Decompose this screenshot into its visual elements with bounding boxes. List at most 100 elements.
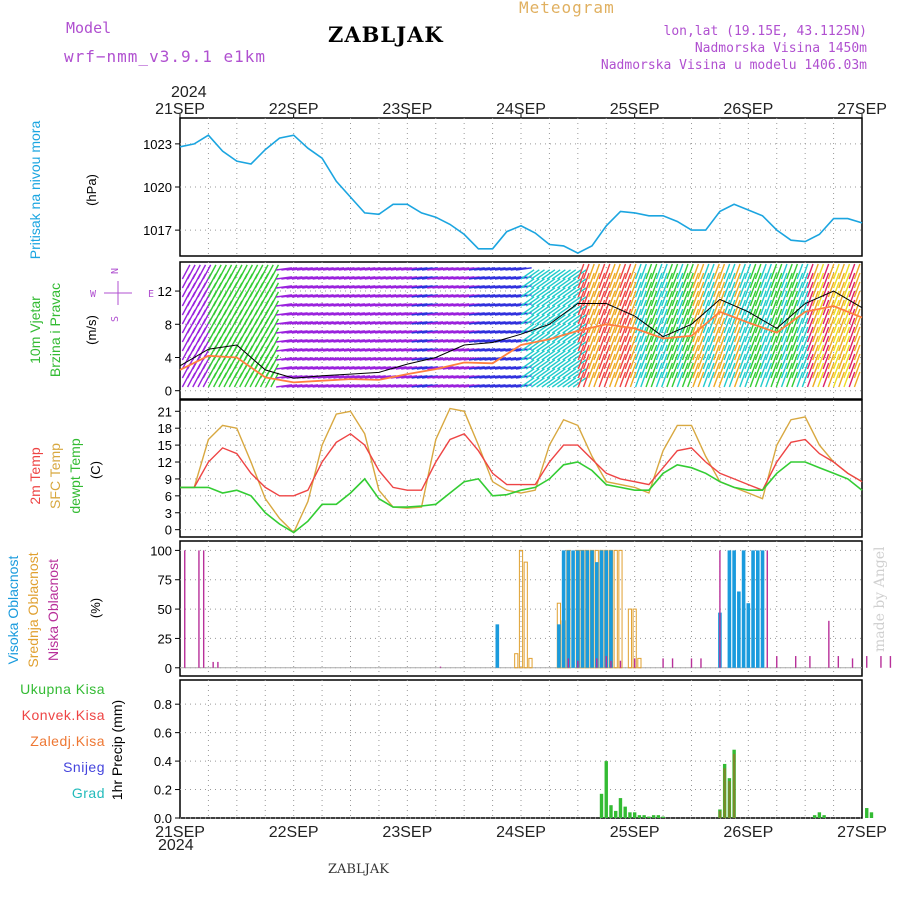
wind-barb [338, 330, 355, 334]
wind-barb [380, 294, 397, 298]
wind-barb [380, 348, 397, 352]
wind-barb [702, 362, 710, 379]
wind-barb [796, 344, 804, 361]
wind-barb [661, 353, 668, 370]
wind-barb [401, 348, 418, 352]
wind-barb [380, 339, 397, 343]
wind-barb [692, 353, 700, 370]
wind-barb [380, 357, 397, 361]
wind-barb [359, 276, 376, 280]
wind-barb [453, 357, 470, 361]
wind-barb [832, 362, 840, 379]
wind-barb [270, 264, 280, 280]
wind-barb [687, 344, 694, 361]
temp2m-line [180, 432, 863, 497]
wind-barb [406, 285, 423, 289]
wind-barb [354, 321, 371, 325]
wind-barb [432, 375, 449, 379]
wind-barb [848, 263, 856, 280]
wind-barb [322, 303, 339, 307]
wind-barb [681, 263, 689, 280]
wind-barb [832, 371, 840, 388]
wind-barb [281, 339, 298, 343]
wind-barb [322, 267, 339, 271]
wind-barb [395, 348, 412, 352]
y-tick-label: 8 [165, 317, 172, 332]
wind-barb [520, 305, 535, 316]
wind-barb [661, 272, 668, 289]
wind-barb [354, 303, 371, 307]
wind-barb [806, 308, 814, 325]
wind-barb [302, 312, 319, 316]
y-tick-label: 9 [165, 472, 172, 487]
wind-barb [525, 287, 540, 298]
wind-barb [848, 272, 856, 289]
wind-barb [770, 353, 778, 370]
wind-barb [666, 308, 674, 325]
wind-barb [780, 272, 788, 289]
wind-barb [577, 308, 585, 325]
wind-barb [468, 294, 485, 298]
wind-barb [681, 353, 689, 370]
precip-total-bar [623, 806, 627, 818]
wind-barb [359, 321, 376, 325]
wind-barb [541, 368, 556, 379]
wind-barb [562, 341, 577, 352]
wind-barb [749, 290, 757, 307]
wind-barb [432, 357, 449, 361]
low-cloud-bar [828, 620, 830, 668]
wind-barb [817, 353, 825, 370]
wind-barb [416, 357, 433, 361]
wind-barb [728, 299, 736, 316]
wind-barb [577, 344, 585, 361]
wind-barb [551, 350, 566, 361]
wind-barb [733, 290, 741, 307]
wind-barb [848, 308, 856, 325]
wind-barb [333, 294, 350, 298]
wind-barb [723, 299, 731, 316]
wind-barb [728, 281, 736, 298]
wind-barb [577, 362, 585, 379]
wind-barb [562, 368, 577, 379]
wind-barb [296, 312, 313, 316]
wind-barb [474, 321, 491, 325]
station-name: ZABLJAK [328, 22, 444, 47]
wind-barb [551, 314, 566, 325]
wind-barb [364, 276, 381, 280]
wind-barb [806, 344, 814, 361]
wind-barb [328, 276, 345, 280]
wind-barb [281, 384, 298, 388]
wind-barb [754, 326, 762, 343]
wind-barb [390, 348, 407, 352]
wind-barb [759, 371, 767, 388]
wind-barb [317, 384, 334, 388]
wind-barb [713, 299, 720, 316]
panel-precip: 0.00.20.40.60.8 [154, 679, 874, 826]
wind-barb [848, 290, 856, 307]
wind-barb [525, 359, 540, 370]
wind-barb [312, 375, 329, 379]
wind-barb [671, 362, 679, 379]
wind-barb [853, 326, 861, 343]
wind-barb [463, 330, 480, 334]
wind-barb [484, 357, 501, 361]
temp-unit-label: (C) [88, 461, 103, 479]
wind-barb [655, 317, 663, 334]
wind-barb [296, 294, 313, 298]
wind-barb [567, 278, 582, 289]
y-tick-label: 4 [165, 350, 172, 365]
wind-barb [458, 321, 475, 325]
wind-barb [385, 312, 402, 316]
wind-barb [401, 321, 418, 325]
wind-barb [390, 339, 407, 343]
wind-barb [645, 353, 653, 370]
wind-barb [713, 362, 720, 379]
wind-barb [666, 344, 674, 361]
wind-barb [723, 344, 731, 361]
wind-barb [489, 267, 506, 271]
wind-barb [775, 371, 783, 388]
wind-barb [416, 366, 433, 370]
wind-barb [302, 366, 319, 370]
wind-barb [598, 362, 606, 379]
